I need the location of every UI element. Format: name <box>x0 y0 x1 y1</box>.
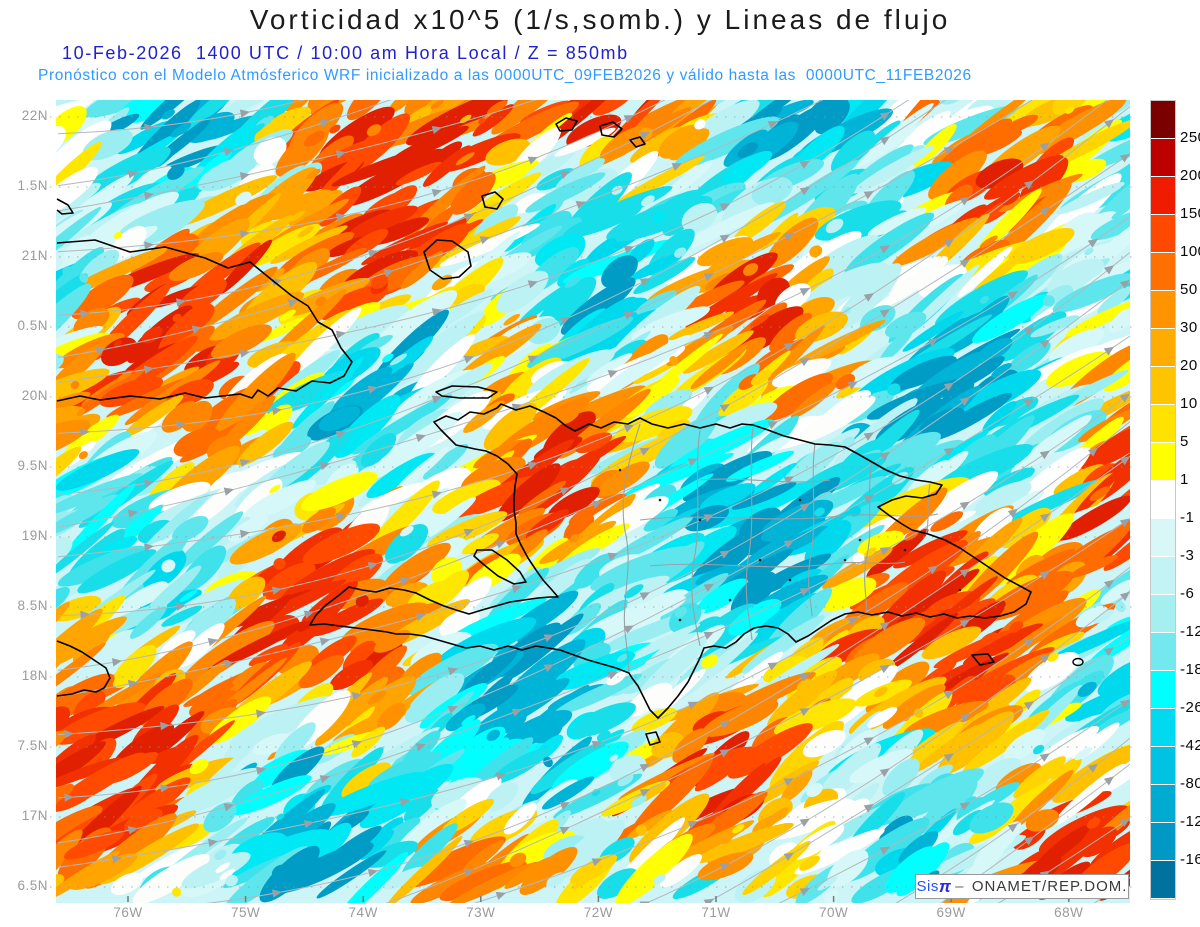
colorbar-label: 30 <box>1180 319 1198 336</box>
colorbar-segment <box>1151 557 1175 595</box>
colorbar-segment <box>1151 671 1175 709</box>
colorbar-label: 200 <box>1180 167 1200 184</box>
axis-ticks <box>127 896 1070 902</box>
x-axis-label: 68W <box>1054 905 1084 920</box>
x-axis-label: 70W <box>818 905 849 920</box>
colorbar-segment <box>1151 177 1175 215</box>
colorbar-segment <box>1151 329 1175 367</box>
x-axis-label: 74W <box>348 905 378 920</box>
y-axis-label: 22N <box>21 108 48 123</box>
x-axis-label: 75W <box>230 905 261 920</box>
colorbar-label: -1 <box>1180 509 1195 526</box>
colorbar-segment <box>1151 405 1175 443</box>
x-axis-label: 69W <box>936 905 966 920</box>
y-axis-label: 1.5N <box>17 178 48 193</box>
watermark-brand: Sis <box>916 878 939 895</box>
colorbar-label: 20 <box>1180 357 1198 374</box>
colorbar-label: -42 <box>1180 737 1200 754</box>
y-axis-label: 18N <box>21 668 48 683</box>
colorbar-label: -12 <box>1180 623 1200 640</box>
colorbar-label: 5 <box>1180 433 1189 450</box>
colorbar-label: -26 <box>1180 699 1200 716</box>
colorbar-label: 150 <box>1180 205 1200 222</box>
y-axis-label: 21N <box>21 248 48 263</box>
colorbar-segment <box>1151 291 1175 329</box>
colorbar-label: 250 <box>1180 129 1200 146</box>
coastlines <box>56 117 1084 746</box>
colorbar-label: 50 <box>1180 281 1198 298</box>
y-axis-label: 6.5N <box>17 878 48 893</box>
y-axis-label: 17N <box>21 808 48 823</box>
y-axis-label: 19N <box>21 528 48 543</box>
y-axis-label: 20N <box>21 388 48 403</box>
colorbar-segment <box>1151 519 1175 557</box>
colorbar-segment <box>1151 633 1175 671</box>
colorbar <box>1150 100 1176 900</box>
x-axis-label: 72W <box>583 905 614 920</box>
watermark-separator: – <box>951 878 972 895</box>
colorbar-segment <box>1151 785 1175 823</box>
x-axis-label: 71W <box>701 905 731 920</box>
watermark-org: ONAMET/REP.DOM. <box>971 878 1128 895</box>
colorbar-segment <box>1151 443 1175 481</box>
x-axis-label: 76W <box>113 905 143 920</box>
colorbar-label: -120 <box>1180 813 1200 830</box>
colorbar-segment <box>1151 823 1175 861</box>
datetime-subtitle: 10-Feb-2026 1400 UTC / 10:00 am Hora Loc… <box>62 43 629 63</box>
colorbar-segment <box>1151 709 1175 747</box>
colorbar-segment <box>1151 139 1175 177</box>
colorbar-label: -3 <box>1180 547 1195 564</box>
y-axis-label: 9.5N <box>17 458 48 473</box>
page-title: Vorticidad x10^5 (1/s,somb.) y Lineas de… <box>249 4 951 35</box>
colorbar-segment <box>1151 215 1175 253</box>
forecast-model-line: Pronóstico con el Modelo Atmósferico WRF… <box>38 67 972 84</box>
colorbar-label: -80 <box>1180 775 1200 792</box>
colorbar-segment <box>1151 253 1175 291</box>
colorbar-label: 10 <box>1180 395 1198 412</box>
colorbar-segment <box>1151 595 1175 633</box>
colorbar-segment <box>1151 481 1175 519</box>
colorbar-label: -18 <box>1180 661 1200 678</box>
colorbar-segment <box>1151 101 1175 139</box>
colorbar-segment <box>1151 747 1175 785</box>
watermark-pi-icon: π <box>938 876 951 896</box>
colorbar-label: 100 <box>1180 243 1200 260</box>
y-axis-label: 0.5N <box>17 318 48 333</box>
colorbar-segment <box>1151 367 1175 405</box>
colorbar-segment <box>1151 861 1175 899</box>
colorbar-label: 1 <box>1180 471 1189 488</box>
y-axis-label: 7.5N <box>17 738 48 753</box>
colorbar-label: -160 <box>1180 851 1200 868</box>
y-axis-label: 8.5N <box>17 598 48 613</box>
admin-boundaries <box>618 423 962 673</box>
vorticity-field <box>56 100 1130 903</box>
watermark-box: Sis π – ONAMET/REP.DOM. <box>915 874 1129 899</box>
colorbar-label: -6 <box>1180 585 1195 602</box>
x-axis-label: 73W <box>466 905 496 920</box>
